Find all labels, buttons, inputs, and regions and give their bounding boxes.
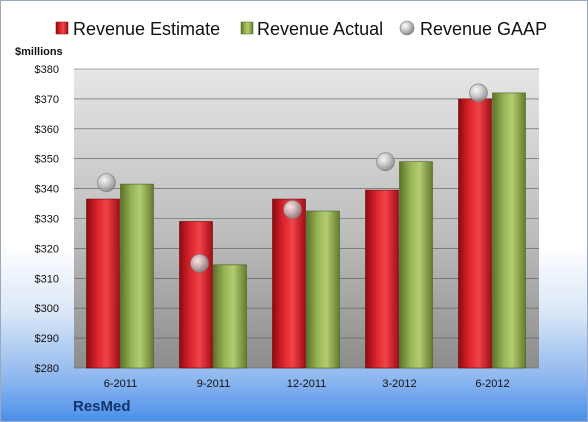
- y-tick-label: $360: [35, 124, 59, 136]
- y-tick-label: $370: [35, 94, 59, 106]
- legend-swatch-gaap: [399, 20, 415, 36]
- gaap-marker-6-2012: [469, 83, 488, 103]
- bar-revenue-actual-3-2012: [399, 161, 433, 369]
- gaap-marker-3-2012: [376, 152, 395, 171]
- bar-revenue-estimate-9-2011: [179, 221, 213, 369]
- y-tick-label: $350: [35, 154, 59, 166]
- bar-revenue-estimate-12-2011: [272, 198, 306, 369]
- bar-revenue-actual-6-2011: [120, 183, 154, 369]
- bar-revenue-actual-6-2012: [492, 92, 526, 369]
- bars: [86, 92, 526, 369]
- x-tick-label: 6-2011: [104, 378, 137, 390]
- y-tick-label: $310: [35, 273, 59, 285]
- gaap-markers: [97, 83, 488, 273]
- legend-label-gaap: Revenue GAAP: [420, 19, 547, 39]
- x-axis: 6-2011 9-2011 12-2011 3-2012 6-2012: [104, 378, 510, 390]
- x-tick-label: 12-2011: [287, 378, 327, 390]
- y-tick-label: $320: [35, 243, 59, 255]
- bar-revenue-estimate-3-2012: [365, 189, 399, 369]
- legend-label-estimate: Revenue Estimate: [73, 19, 220, 39]
- company-name: ResMed: [73, 398, 131, 415]
- legend: Revenue Estimate Revenue Actual Revenue …: [55, 19, 547, 39]
- legend-item-estimate: Revenue Estimate: [55, 19, 220, 39]
- legend-swatch-estimate: [55, 21, 69, 35]
- legend-label-actual: Revenue Actual: [257, 19, 383, 39]
- gaap-marker-9-2011: [190, 254, 209, 273]
- y-tick-label: $280: [35, 363, 59, 375]
- legend-item-actual: Revenue Actual: [240, 19, 383, 39]
- bar-revenue-actual-9-2011: [213, 264, 247, 369]
- y-tick-label: $300: [35, 303, 59, 315]
- y-tick-label: $340: [35, 184, 59, 196]
- y-tick-label: $290: [35, 333, 59, 345]
- bar-revenue-estimate-6-2011: [86, 198, 120, 369]
- x-tick-label: 6-2012: [475, 378, 509, 390]
- y-unit-label: $millions: [15, 46, 63, 58]
- legend-item-gaap: Revenue GAAP: [399, 19, 547, 39]
- x-tick-label: 9-2011: [197, 378, 230, 390]
- y-tick-label: $380: [35, 64, 59, 76]
- y-axis: $280 $290 $300 $310 $320 $330 $340 $350 $360 $370…: [35, 64, 59, 375]
- x-tick-label: 3-2012: [382, 378, 416, 390]
- gaap-marker-6-2011: [97, 173, 116, 192]
- y-tick-label: $330: [35, 214, 59, 226]
- bar-revenue-actual-12-2011: [306, 210, 340, 369]
- bar-revenue-estimate-6-2012: [458, 98, 492, 369]
- legend-swatch-actual: [240, 21, 254, 35]
- gaap-marker-12-2011: [283, 200, 302, 219]
